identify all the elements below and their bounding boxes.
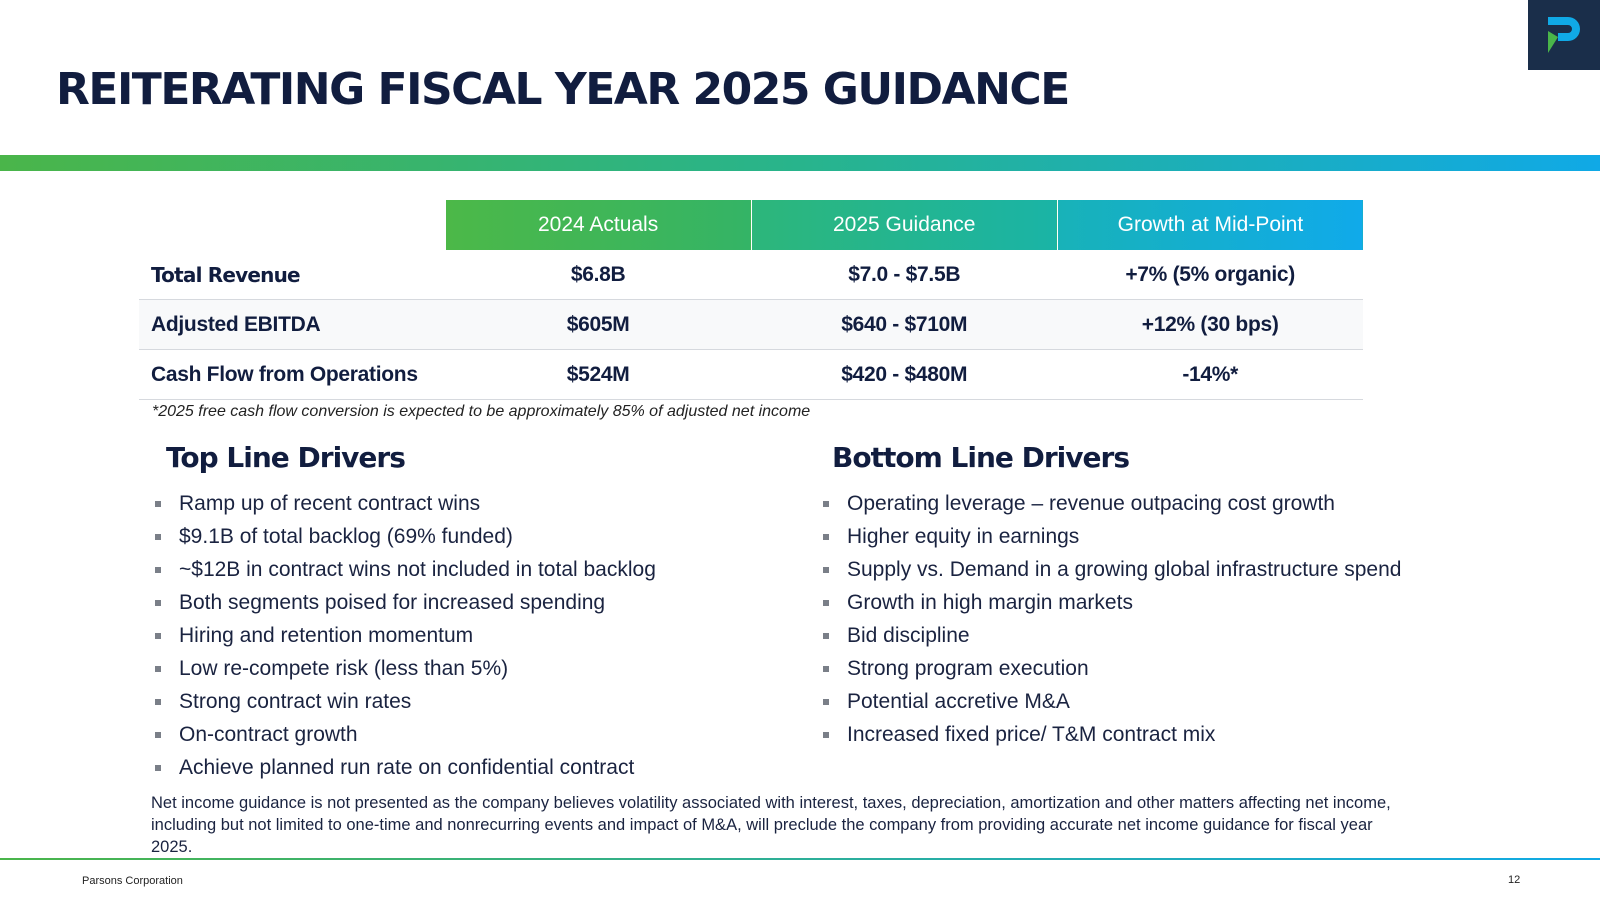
page-number: 12 (1508, 874, 1521, 886)
slide-title: REITERATING FISCAL YEAR 2025 GUIDANCE (56, 64, 1070, 115)
list-item: Strong contract win rates (153, 685, 656, 718)
row-label: Adjusted EBITDA (139, 299, 446, 350)
row-label: Total Revenue (139, 250, 446, 300)
list-item-text: Ramp up of recent contract wins (179, 492, 481, 515)
net-income-disclaimer: Net income guidance is not presented as … (151, 794, 1391, 856)
footer-company-name: Parsons Corporation (82, 875, 183, 887)
company-logo (1528, 0, 1600, 70)
bullet-icon (155, 501, 161, 507)
list-item-text: Both segments poised for increased spend… (179, 591, 606, 614)
bullet-icon (155, 699, 161, 705)
bullet-icon (155, 732, 161, 738)
list-item-text: On-contract growth (179, 723, 358, 746)
bullet-icon (155, 600, 161, 606)
cell-growth: -14%* (1057, 349, 1363, 400)
list-item: Supply vs. Demand in a growing global in… (821, 553, 1401, 586)
bullet-icon (823, 600, 829, 606)
cell-guidance: $7.0 - $7.5B (751, 250, 1058, 300)
list-item: Low re-compete risk (less than 5%) (153, 652, 656, 685)
list-item: Bid discipline (821, 619, 1401, 652)
table-header-blank (139, 200, 445, 250)
list-item: Both segments poised for increased spend… (153, 586, 656, 619)
table-row: Total Revenue $6.8B $7.0 - $7.5B +7% (5%… (139, 250, 1363, 300)
list-item-text: Growth in high margin markets (847, 591, 1133, 614)
header-2025-guidance: 2025 Guidance (750, 200, 1058, 250)
list-item: Increased fixed price/ T&M contract mix (821, 718, 1401, 751)
bullet-icon (823, 666, 829, 672)
list-item: Higher equity in earnings (821, 520, 1401, 553)
bullet-icon (155, 765, 161, 771)
top-line-list: Ramp up of recent contract wins $9.1B of… (153, 487, 656, 784)
top-line-heading: Top Line Drivers (166, 441, 406, 474)
bullet-icon (823, 699, 829, 705)
cell-actuals: $605M (445, 299, 752, 350)
list-item: Growth in high margin markets (821, 586, 1401, 619)
bullet-icon (823, 567, 829, 573)
bullet-icon (823, 633, 829, 639)
list-item: Ramp up of recent contract wins (153, 487, 656, 520)
list-item-text: Supply vs. Demand in a growing global in… (847, 558, 1402, 581)
list-item-text: Operating leverage – revenue outpacing c… (847, 492, 1335, 515)
cell-actuals: $524M (445, 349, 752, 400)
cell-growth: +12% (30 bps) (1057, 299, 1363, 350)
bullet-icon (155, 666, 161, 672)
list-item-text: Hiring and retention momentum (179, 624, 474, 647)
header-2024-actuals: 2024 Actuals (444, 200, 752, 250)
bullet-icon (823, 732, 829, 738)
list-item: $9.1B of total backlog (69% funded) (153, 520, 656, 553)
list-item: ~$12B in contract wins not included in t… (153, 553, 656, 586)
list-item-text: Higher equity in earnings (847, 525, 1080, 548)
header-growth-midpoint: Growth at Mid-Point (1056, 200, 1363, 250)
bullet-icon (823, 501, 829, 507)
cell-guidance: $640 - $710M (751, 299, 1058, 350)
bullet-icon (155, 567, 161, 573)
list-item: On-contract growth (153, 718, 656, 751)
row-label: Cash Flow from Operations (139, 349, 446, 400)
list-item-text: Increased fixed price/ T&M contract mix (847, 723, 1216, 746)
list-item: Hiring and retention momentum (153, 619, 656, 652)
list-item-text: Low re-compete risk (less than 5%) (179, 657, 509, 680)
list-item-text: $9.1B of total backlog (69% funded) (179, 525, 513, 548)
bottom-line-heading: Bottom Line Drivers (832, 441, 1130, 474)
list-item: Achieve planned run rate on confidential… (153, 751, 656, 784)
footer-divider (0, 858, 1600, 860)
table-header-row: 2024 Actuals 2025 Guidance Growth at Mid… (139, 200, 1363, 250)
list-item-text: Strong contract win rates (179, 690, 412, 713)
guidance-table: 2024 Actuals 2025 Guidance Growth at Mid… (139, 200, 1363, 400)
cell-guidance: $420 - $480M (751, 349, 1058, 400)
list-item-text: Achieve planned run rate on confidential… (179, 756, 635, 779)
header-gradient-bar (0, 155, 1600, 171)
parsons-logo-icon (1548, 17, 1580, 53)
bullet-icon (155, 633, 161, 639)
cell-actuals: $6.8B (445, 250, 752, 300)
list-item-text: ~$12B in contract wins not included in t… (179, 558, 656, 581)
list-item: Strong program execution (821, 652, 1401, 685)
list-item: Potential accretive M&A (821, 685, 1401, 718)
table-row: Adjusted EBITDA $605M $640 - $710M +12% … (139, 299, 1363, 350)
list-item-text: Strong program execution (847, 657, 1089, 680)
bullet-icon (823, 534, 829, 540)
table-row: Cash Flow from Operations $524M $420 - $… (139, 349, 1363, 400)
list-item-text: Potential accretive M&A (847, 690, 1070, 713)
list-item: Operating leverage – revenue outpacing c… (821, 487, 1401, 520)
bullet-icon (155, 534, 161, 540)
bottom-line-list: Operating leverage – revenue outpacing c… (821, 487, 1401, 751)
list-item-text: Bid discipline (847, 624, 970, 647)
cell-growth: +7% (5% organic) (1057, 250, 1363, 300)
table-footnote: *2025 free cash flow conversion is expec… (152, 403, 811, 420)
